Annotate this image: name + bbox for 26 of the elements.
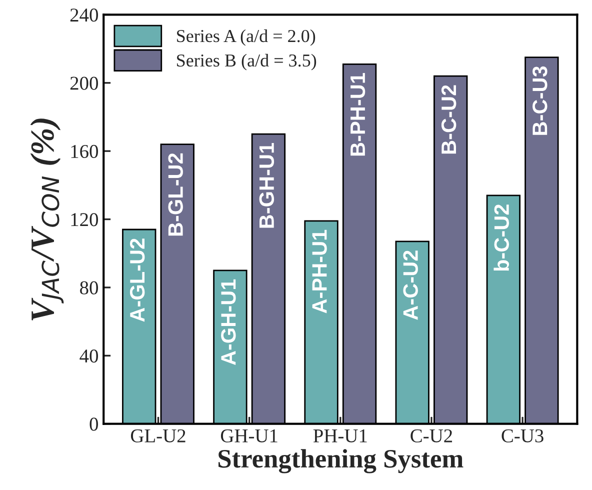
- y-axis-title: V$_{JAC}$/V$_{CON}$ (%): [30, 118, 64, 320]
- x-tick-label: C-U2: [410, 429, 452, 442]
- legend-label: Series A (a/d = 2.0): [177, 29, 316, 46]
- annotation: A-GH-U1: [221, 279, 236, 366]
- annotation: B-C-U3: [532, 66, 548, 135]
- annotation: A-C-U2: [403, 250, 418, 320]
- annotation: b-C-U2: [494, 204, 510, 271]
- annotation: B-GL-U2: [168, 153, 183, 236]
- y-tick-label: 120: [71, 213, 98, 226]
- annotation: B-C-U2: [441, 85, 456, 154]
- x-axis-title: Strengthening System: [218, 449, 464, 474]
- x-tick-label: C-U3: [502, 429, 544, 442]
- y-tick-label: 240: [70, 8, 98, 22]
- y-tick-label: 80: [80, 281, 98, 294]
- y-tick-label: 160: [71, 144, 98, 158]
- x-tick-label: PH-U1: [313, 429, 367, 442]
- annotation: A-PH-U1: [312, 230, 327, 314]
- legend-label: Series B (a/d = 3.5): [177, 54, 316, 70]
- annotation: B-PH-U1: [350, 73, 366, 156]
- annotation: A-GL-U2: [130, 238, 145, 322]
- annotation: B-GH-U1: [259, 142, 274, 228]
- y-tick-label: 0: [90, 418, 98, 431]
- y-tick-label: 200: [70, 76, 98, 90]
- y-tick-label: 40: [80, 349, 98, 363]
- x-tick-label: GH-U1: [220, 429, 278, 442]
- x-tick-label: GL-U2: [130, 429, 186, 442]
